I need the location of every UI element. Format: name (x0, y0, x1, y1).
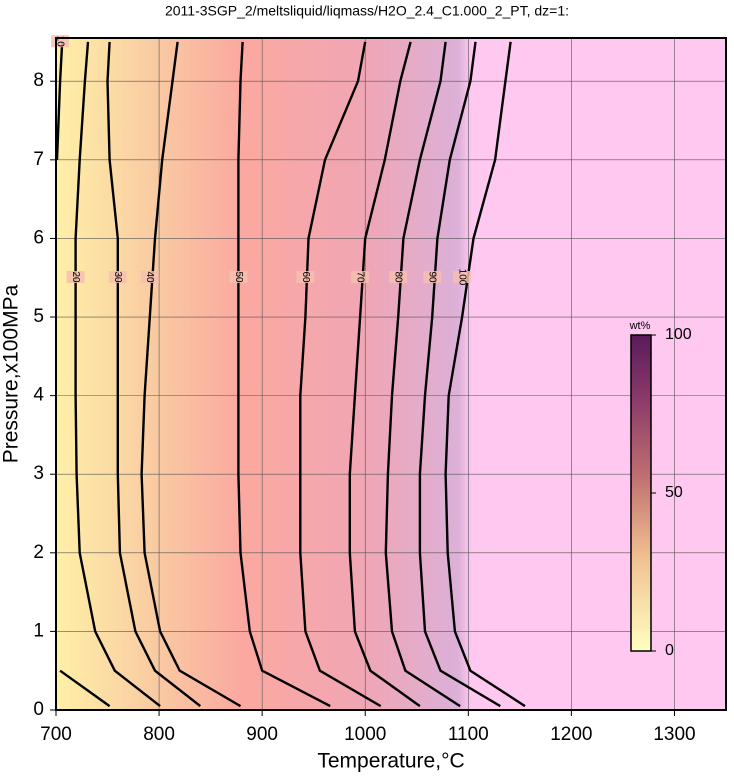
contour-label: 60 (300, 271, 311, 283)
contour-label-bg (140, 271, 159, 284)
x-axis-label: Temperature,°C (317, 750, 464, 773)
contour-label: 90 (427, 271, 438, 283)
contour-label: 40 (144, 271, 155, 283)
chart-title: 2011-3SGP_2/meltsliquid/liqmass/H2O_2.4_… (165, 3, 569, 19)
contour-line (348, 41, 421, 708)
contour-line (237, 41, 331, 708)
contour-line (299, 41, 382, 708)
contour-line (140, 41, 242, 708)
y-tick-label: 1 (33, 620, 44, 641)
contour-label: 70 (354, 271, 365, 283)
x-tick-label: 900 (246, 724, 278, 745)
contour-line (55, 41, 111, 708)
y-tick-label: 3 (33, 463, 44, 484)
contour-line (418, 41, 501, 708)
contour-label-bg (296, 271, 315, 284)
y-tick-label: 5 (33, 306, 44, 327)
contour-line (106, 41, 202, 708)
x-tick-label: 1300 (653, 724, 695, 745)
contour-label: 30 (112, 271, 123, 283)
contour-label: 80 (393, 271, 404, 283)
plot-background (56, 38, 726, 710)
contour-label-bg (389, 271, 408, 284)
contour-label-bg (108, 271, 127, 284)
y-tick-label: 7 (33, 149, 44, 170)
colorbar-tick-label: 100 (665, 326, 692, 343)
contour-label: 50 (233, 271, 244, 283)
colorbar-tick-label: 50 (665, 484, 683, 501)
y-tick-label: 8 (33, 70, 44, 91)
x-tick-label: 800 (143, 724, 175, 745)
y-tick-label: 2 (33, 542, 44, 563)
contour-label-bg (66, 271, 85, 284)
x-tick-label: 700 (40, 724, 72, 745)
contour-line (384, 41, 461, 708)
y-tick-label: 4 (33, 385, 44, 406)
colorbar-tick-label: 0 (665, 642, 674, 659)
contour-line (74, 41, 161, 708)
contour-label: 100 (456, 269, 467, 286)
colorbar (630, 334, 652, 652)
y-tick-label: 6 (33, 227, 44, 248)
colorbar-label: wt% (629, 320, 651, 332)
y-tick-label: 0 (33, 699, 44, 720)
plot-frame (55, 37, 727, 711)
y-axis-label: Pressure,x100MPa (0, 284, 23, 463)
contour-label-bg (351, 271, 370, 284)
contour-line (444, 41, 526, 708)
contour-label-bg (229, 271, 248, 284)
contour-label: 20 (70, 271, 81, 283)
contour-label-bg (423, 271, 442, 284)
x-tick-label: 1000 (344, 724, 386, 745)
x-tick-label: 1100 (448, 724, 489, 745)
contour-label: 10 (54, 36, 65, 48)
contour-label-bg (453, 271, 472, 284)
x-tick-label: 1200 (550, 724, 592, 745)
